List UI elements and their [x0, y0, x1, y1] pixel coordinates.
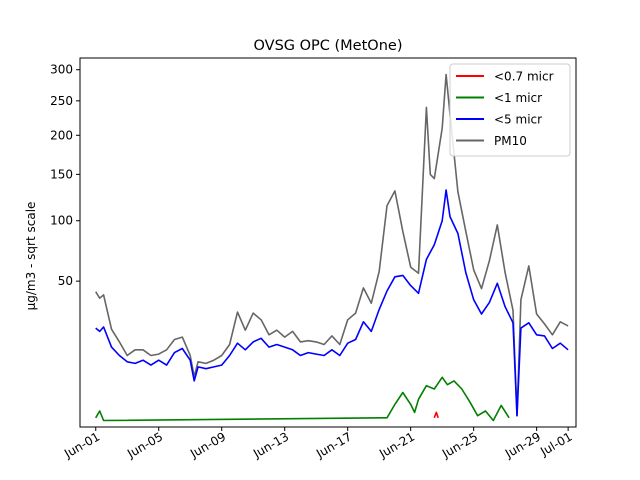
legend: <0.7 micr <1 micr <5 micr PM10: [449, 63, 571, 157]
y-tick-label: 300: [50, 63, 73, 77]
series-line-1: [95, 376, 510, 422]
chart-title: OVSG OPC (MetOne): [254, 38, 403, 54]
series-line-3: [95, 73, 569, 417]
series-layer: [95, 73, 569, 422]
legend-label: <1 micr: [494, 91, 542, 105]
y-tick-label: 200: [50, 128, 73, 142]
legend-label: <0.7 micr: [494, 70, 554, 84]
y-tick-label: 150: [50, 167, 73, 181]
y-tick-label: 100: [50, 214, 73, 228]
series-line-2: [95, 189, 569, 417]
legend-label: <5 micr: [494, 113, 542, 127]
y-tick-label: 50: [58, 274, 73, 288]
y-tick-label: 250: [50, 94, 73, 108]
series-line-0: [433, 411, 439, 419]
legend-label: PM10: [494, 134, 527, 148]
legend-box: [449, 63, 571, 157]
y-axis: 50 100 150 200 250 300: [50, 63, 80, 288]
y-axis-label: µg/m3 - sqrt scale: [24, 202, 38, 311]
plot-frame: [79, 57, 577, 428]
